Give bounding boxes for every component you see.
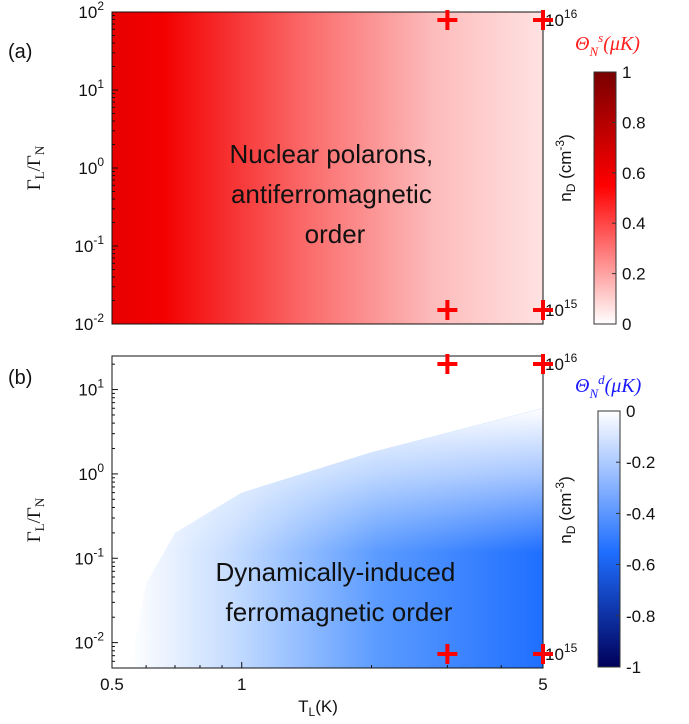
colorbar-tick-label: 1 — [622, 63, 631, 82]
colorbar-tick-label: 0.8 — [622, 113, 646, 132]
y-tick-label: 10-2 — [74, 630, 104, 653]
right-tick-label: 1016 — [545, 7, 578, 30]
right-ticks-a: 1016 1015 — [537, 7, 578, 320]
y-tick-label: 101 — [78, 377, 104, 400]
right-tick-label: 1015 — [545, 641, 578, 664]
heatmap-b — [129, 408, 543, 668]
y-tick-label: 10-2 — [74, 311, 104, 334]
colorbar-label-a: ΘNs(μK) — [575, 30, 640, 59]
colorbar-tick-label: -1 — [626, 658, 641, 677]
annotation-a-line-1: Nuclear polarons, — [229, 139, 433, 169]
x-axis-label-b: TL(K) — [298, 697, 338, 719]
y-ticks-a: 102 101 100 10-1 10-2 — [74, 0, 118, 334]
x-tick-label: 5 — [538, 675, 547, 694]
marker-plus — [533, 300, 553, 320]
colorbar-ticks-b: 0 -0.2 -0.4 -0.6 -0.8 -1 — [616, 402, 655, 677]
colorbar-label-b: ΘNd(μK) — [575, 372, 642, 401]
colorbar-tick-label: -0.8 — [626, 607, 655, 626]
annotation-a: Nuclear polarons, antiferromagnetic orde… — [229, 139, 440, 249]
x-tick-label: 1 — [237, 675, 246, 694]
y-axis-label-a: ΓL/ΓN — [24, 145, 47, 190]
y-tick-label: 10-1 — [74, 233, 104, 256]
heatmap-a — [112, 12, 543, 324]
plot-frame-b — [111, 355, 544, 669]
annotation-b-line-1: Dynamically-induced — [215, 557, 455, 587]
marker-plus — [437, 354, 458, 374]
colorbar-tick-label: 0 — [626, 402, 635, 421]
annotation-b-line-2: ferromagnetic order — [226, 597, 453, 627]
marker-plus — [437, 10, 458, 30]
right-tick-label: 1016 — [545, 351, 578, 374]
colorbar-tick-label: 0.4 — [622, 214, 646, 233]
colorbar-tick-label: 0.2 — [622, 265, 646, 284]
ferromagnetic-region-fade — [129, 408, 543, 668]
annotation-b: Dynamically-induced ferromagnetic order — [215, 557, 462, 627]
panel-label-b: (b) — [8, 367, 32, 389]
annotation-a-line-2: antiferromagnetic — [231, 179, 432, 209]
y-axis-label-b: ΓL/ΓN — [24, 497, 47, 542]
marker-plus — [533, 354, 553, 374]
colorbar-tick-label: 0 — [622, 315, 631, 334]
y-tick-label: 100 — [78, 155, 104, 178]
colorbar-ticks-a: 1 0.8 0.6 0.4 0.2 0 — [612, 63, 646, 334]
marker-plus — [533, 10, 553, 30]
right-axis-label-a: nD (cm-3) — [553, 134, 578, 202]
marker-plus — [533, 644, 553, 664]
colorbar-a — [593, 71, 617, 325]
right-ticks-b: 1016 1015 — [537, 351, 578, 664]
right-tick-label: 1015 — [545, 297, 578, 320]
markers-b — [437, 354, 553, 664]
colorbar-tick-label: -0.2 — [626, 453, 655, 472]
colorbar-tick-label: -0.6 — [626, 556, 655, 575]
colorbar-tick-label: 0.6 — [622, 164, 646, 183]
markers-a — [437, 10, 553, 320]
y-tick-label: 102 — [78, 0, 104, 22]
right-axis-label-b: nD (cm-3) — [553, 476, 578, 544]
panel-label-a: (a) — [8, 41, 32, 63]
marker-plus — [437, 300, 458, 320]
colorbar-b — [597, 410, 621, 668]
x-ticks-b: 0.5 1 5 — [100, 662, 548, 694]
y-tick-label: 100 — [78, 461, 104, 484]
annotation-a-line-3: order — [305, 219, 366, 249]
colorbar-tick-label: -0.4 — [626, 504, 655, 523]
y-ticks-b: 101 100 10-1 10-2 — [74, 363, 118, 662]
x-tick-label: 0.5 — [100, 675, 124, 694]
marker-plus — [437, 644, 458, 664]
y-tick-label: 101 — [78, 77, 104, 100]
panel-b: (b) 101 100 10-1 10-2 0.5 1 5 ΓL/ΓN TL(K) nD … — [8, 351, 655, 719]
y-tick-label: 10-1 — [74, 545, 104, 568]
